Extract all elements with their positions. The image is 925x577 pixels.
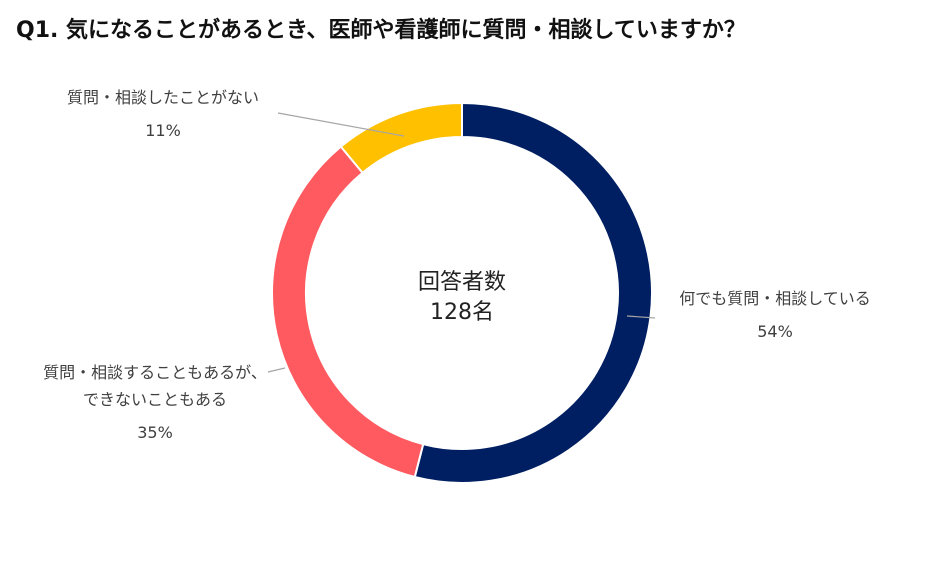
donut-slice-3 [339,101,463,175]
slice-percent-3: 11% [145,121,181,140]
donut-slice-2 [271,145,425,479]
slice-label-3: 質問・相談したことがない 11% [67,88,259,140]
slice-name-2: できないこともある [83,390,227,409]
leader-line-1 [626,315,656,319]
chart-title: Q1. 気になることがあるとき、医師や看護師に質問・相談していますか？ [16,18,746,43]
donut-slices [271,101,653,484]
leader-line-2 [267,367,286,373]
center-label-count: 128名 [430,300,494,325]
donut-slice-1 [413,101,653,484]
slice-labels: 何でも質問・相談している 54% 質問・相談することもあるが、できないこともある 35… [43,88,871,442]
slice-label-2: 質問・相談することもあるが、できないこともある 35% [43,363,267,442]
slice-name-3: 質問・相談したことがない [67,88,259,107]
slice-name-2: 質問・相談することもあるが、 [43,363,267,382]
slice-percent-2: 35% [137,423,173,442]
leader-lines [267,112,656,373]
leader-line-3 [277,112,405,137]
center-label: 回答者数 128名 [418,270,506,325]
center-label-title: 回答者数 [418,270,506,295]
slice-percent-1: 54% [757,322,793,341]
slice-label-1: 何でも質問・相談している 54% [679,289,871,341]
slice-name-1: 何でも質問・相談している [679,289,871,308]
